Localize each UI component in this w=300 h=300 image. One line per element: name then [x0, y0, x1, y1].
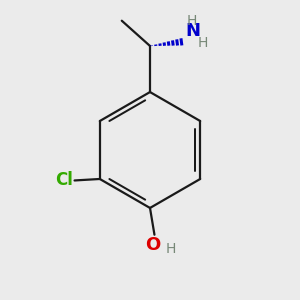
Text: H: H: [198, 36, 208, 50]
Text: H: H: [187, 14, 197, 28]
Text: O: O: [145, 236, 160, 254]
Text: Cl: Cl: [55, 172, 73, 190]
Text: N: N: [186, 22, 201, 40]
Text: H: H: [166, 242, 176, 256]
